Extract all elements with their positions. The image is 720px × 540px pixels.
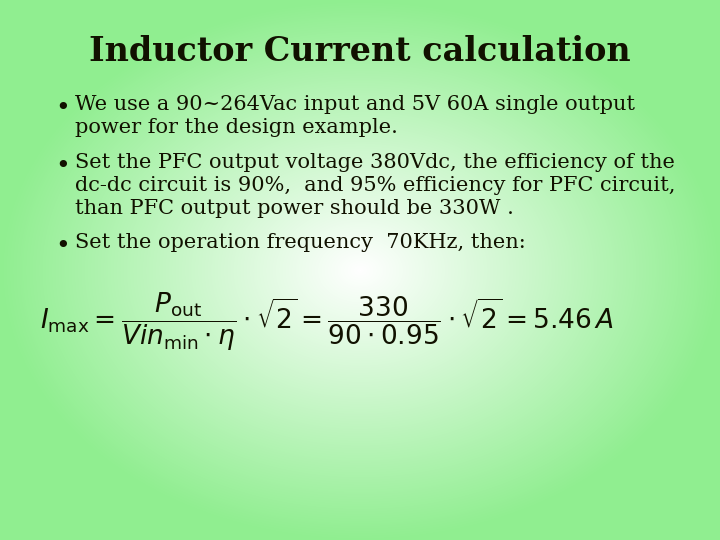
Text: than PFC output power should be 330W .: than PFC output power should be 330W . [75, 199, 514, 218]
Text: •: • [55, 97, 70, 120]
Text: $I_{\mathrm{max}} = \dfrac{P_{\mathrm{out}}}{Vin_{\mathrm{min}} \cdot \eta}\cdot: $I_{\mathrm{max}} = \dfrac{P_{\mathrm{ou… [40, 290, 614, 353]
Text: Inductor Current calculation: Inductor Current calculation [89, 35, 631, 68]
Text: We use a 90~264Vac input and 5V 60A single output: We use a 90~264Vac input and 5V 60A sing… [75, 95, 635, 114]
Text: •: • [55, 235, 70, 258]
Text: Set the PFC output voltage 380Vdc, the efficiency of the: Set the PFC output voltage 380Vdc, the e… [75, 153, 675, 172]
Text: power for the design example.: power for the design example. [75, 118, 398, 137]
Text: Set the operation frequency  70KHz, then:: Set the operation frequency 70KHz, then: [75, 233, 526, 252]
Text: •: • [55, 155, 70, 178]
Text: dc-dc circuit is 90%,  and 95% efficiency for PFC circuit,: dc-dc circuit is 90%, and 95% efficiency… [75, 176, 675, 195]
